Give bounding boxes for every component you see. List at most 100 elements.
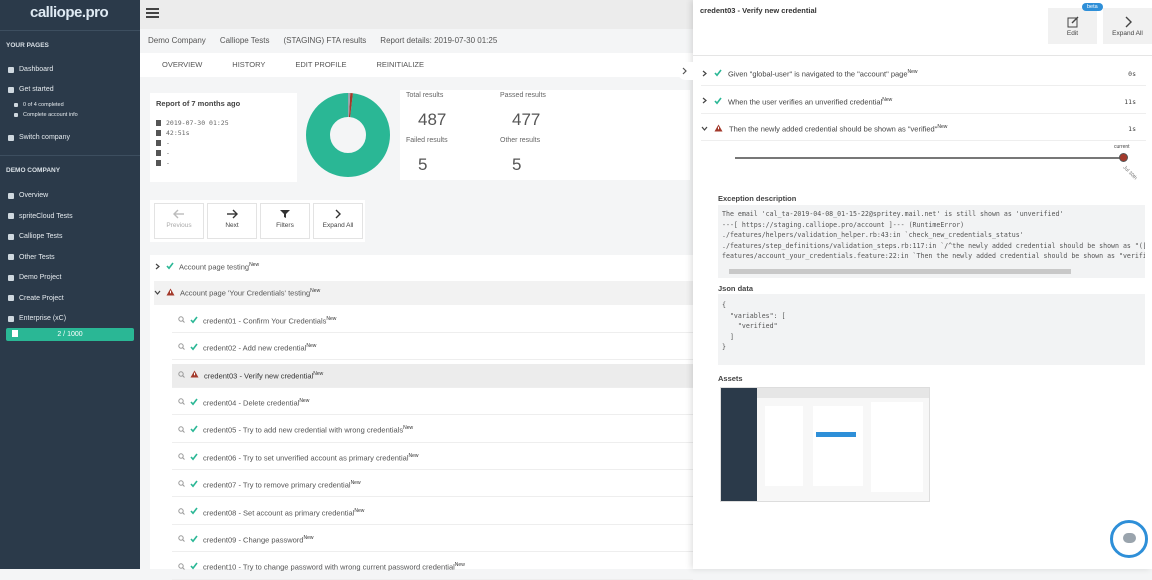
- test-row[interactable]: credent04 - Delete credentialNew: [172, 391, 693, 416]
- label: Next: [225, 222, 239, 229]
- search-icon[interactable]: [178, 453, 185, 462]
- search-icon[interactable]: [178, 535, 185, 544]
- sidebar: calliope.pro YOUR PAGES Dashboard Get st…: [0, 0, 140, 569]
- stats-card: [400, 90, 690, 180]
- panel-title: credent03 - Verify new credential: [700, 6, 817, 15]
- passed-icon: [714, 97, 722, 107]
- new-badge: New: [249, 262, 260, 269]
- sub-item[interactable]: Complete account info: [14, 112, 78, 118]
- new-badge: New: [937, 124, 948, 131]
- test-label: credent05 - Try to add new credential wi…: [203, 425, 414, 435]
- detail-panel: credent03 - Verify new credential Edit b…: [677, 0, 1152, 569]
- step-row[interactable]: When the user verifies an unverified cre…: [701, 91, 1146, 114]
- donut-chart: [306, 93, 390, 177]
- tab[interactable]: OVERVIEW: [162, 60, 203, 69]
- step-row[interactable]: Given "global-user" is navigated to the …: [701, 63, 1146, 86]
- tab[interactable]: REINITIALIZE: [376, 60, 425, 69]
- breadcrumb-item[interactable]: Calliope Tests: [219, 36, 270, 45]
- report-detail: 2019-07-30 01:25: [166, 119, 229, 127]
- asset-thumbnail[interactable]: [720, 387, 930, 502]
- expand-all-button[interactable]: Expand All: [1103, 8, 1152, 44]
- test-row[interactable]: credent10 - Try to change password with …: [172, 556, 693, 580]
- nav-item[interactable]: Overview: [8, 192, 48, 199]
- json-code: { "variables": [ "verified" ] }: [718, 294, 1145, 365]
- nav-item[interactable]: Enterprise (xC): [8, 315, 66, 322]
- tab[interactable]: HISTORY: [232, 60, 266, 69]
- scrollbar[interactable]: [729, 269, 1071, 274]
- report-card: [150, 93, 297, 182]
- nav-item[interactable]: Create Project: [8, 295, 64, 302]
- nav-item[interactable]: Switch company: [8, 134, 70, 141]
- passed-icon: [190, 398, 198, 408]
- collapse-button[interactable]: [677, 62, 693, 80]
- test-row[interactable]: credent05 - Try to add new credential wi…: [172, 419, 693, 443]
- toolbar-button[interactable]: Filters: [260, 203, 310, 239]
- search-icon[interactable]: [178, 371, 185, 380]
- search-icon[interactable]: [178, 425, 185, 435]
- caret[interactable]: [701, 70, 708, 79]
- step-row[interactable]: Then the newly added credential should b…: [701, 118, 1146, 141]
- tab-bar: [140, 53, 693, 77]
- logo[interactable]: calliope.pro: [30, 4, 109, 21]
- test-row[interactable]: credent01 - Confirm Your CredentialsNew: [172, 309, 693, 333]
- caret[interactable]: [154, 289, 161, 298]
- failed-icon: [714, 124, 723, 134]
- label: Dashboard: [19, 66, 54, 73]
- search-icon[interactable]: [178, 480, 185, 489]
- caret[interactable]: [154, 263, 161, 272]
- timeline: [735, 157, 1125, 159]
- icon: [8, 233, 14, 240]
- divider: [0, 30, 140, 31]
- test-row[interactable]: credent02 - Add new credentialNew: [172, 336, 693, 361]
- caret[interactable]: [701, 97, 708, 106]
- timeline-point[interactable]: [1119, 153, 1128, 162]
- passed-icon: [190, 425, 198, 435]
- nav-item[interactable]: Demo Project: [8, 274, 61, 281]
- menu-button[interactable]: [146, 8, 159, 10]
- test-label: credent04 - Delete credentialNew: [203, 397, 310, 408]
- test-row[interactable]: credent06 - Try to set unverified accoun…: [172, 446, 693, 470]
- breadcrumb-item[interactable]: Demo Company: [148, 36, 206, 45]
- caret[interactable]: [701, 125, 708, 134]
- label: spriteCloud Tests: [19, 212, 73, 220]
- search-icon[interactable]: [178, 398, 185, 407]
- search-icon[interactable]: [178, 562, 185, 572]
- test-row[interactable]: credent08 - Set account as primary crede…: [172, 501, 693, 525]
- nav-item[interactable]: spriteCloud Tests: [8, 213, 73, 220]
- test-row[interactable]: credent03 - Verify new credentialNew: [172, 363, 693, 388]
- nav-item[interactable]: Calliope Tests: [8, 233, 62, 240]
- step-label: Given "global-user" is navigated to the …: [728, 69, 918, 79]
- label: Get started: [19, 86, 54, 93]
- tab[interactable]: EDIT PROFILE: [295, 60, 347, 69]
- step-duration: 11s: [1124, 97, 1136, 106]
- sub-item: 0 of 4 completed: [14, 102, 64, 108]
- label: Enterprise (xC): [19, 315, 67, 322]
- suite-row[interactable]: Account page 'Your Credentials' testingN…: [154, 281, 693, 305]
- test-label: credent08 - Set account as primary crede…: [203, 507, 365, 518]
- nav-item[interactable]: Dashboard: [8, 66, 53, 73]
- suite-label: Account page testingNew: [179, 262, 260, 272]
- breadcrumb-item[interactable]: (STAGING) FTA results: [283, 36, 367, 45]
- edit-button[interactable]: Edit: [1048, 8, 1097, 44]
- test-row[interactable]: credent09 - Change passwordNew: [172, 528, 693, 553]
- report-detail: -: [166, 139, 170, 147]
- test-row[interactable]: credent07 - Try to remove primary creden…: [172, 473, 693, 498]
- search-icon[interactable]: [178, 508, 185, 517]
- suite-row[interactable]: Account page testingNew: [154, 255, 694, 279]
- search-icon[interactable]: [178, 343, 185, 352]
- toolbar-button[interactable]: Previous: [154, 203, 204, 239]
- nav-item[interactable]: Get started: [8, 86, 54, 93]
- section-heading: Exception description: [718, 194, 797, 203]
- icon: [12, 330, 18, 337]
- chat-button[interactable]: [1110, 520, 1148, 558]
- icon: [8, 315, 14, 322]
- nav-item[interactable]: Other Tests: [8, 254, 55, 261]
- progress-label: 2 / 1000: [57, 331, 83, 338]
- toolbar-button[interactable]: Expand All: [313, 203, 363, 239]
- new-badge: New: [354, 507, 365, 514]
- search-icon[interactable]: [178, 316, 185, 325]
- label: Complete account info: [23, 112, 78, 118]
- toolbar-button[interactable]: Next: [207, 203, 257, 239]
- label: Previous: [166, 222, 192, 229]
- detail-icon: [156, 140, 161, 146]
